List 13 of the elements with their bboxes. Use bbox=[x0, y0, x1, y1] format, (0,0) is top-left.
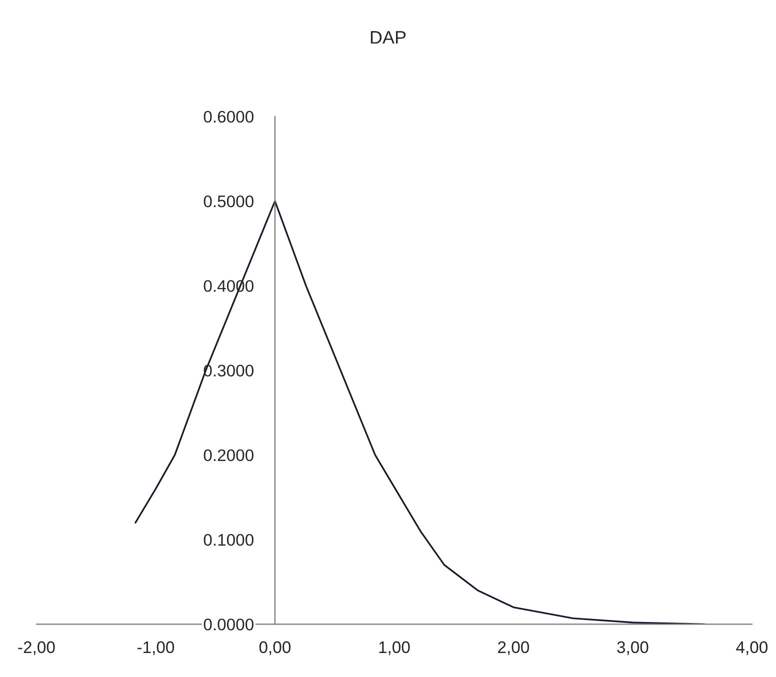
y-tick-label: 0.1000 bbox=[204, 534, 254, 546]
x-tick-label: 1,00 bbox=[379, 641, 410, 656]
x-tick-label: 0,00 bbox=[259, 641, 291, 656]
y-tick-label: 0.2000 bbox=[204, 449, 254, 462]
chart-title: DAP bbox=[370, 31, 406, 44]
x-tick-label: -1,00 bbox=[137, 641, 174, 656]
x-tick-label: 3,00 bbox=[617, 641, 648, 656]
x-tick-label: 4,00 bbox=[736, 641, 768, 656]
y-tick-label: 0.5000 bbox=[204, 195, 254, 208]
x-tick-label: 2,00 bbox=[498, 641, 530, 656]
x-tick-label: -2,00 bbox=[18, 641, 55, 656]
y-tick-label: 0.6000 bbox=[204, 110, 254, 123]
y-tick-label: 0.0000 bbox=[204, 618, 254, 630]
